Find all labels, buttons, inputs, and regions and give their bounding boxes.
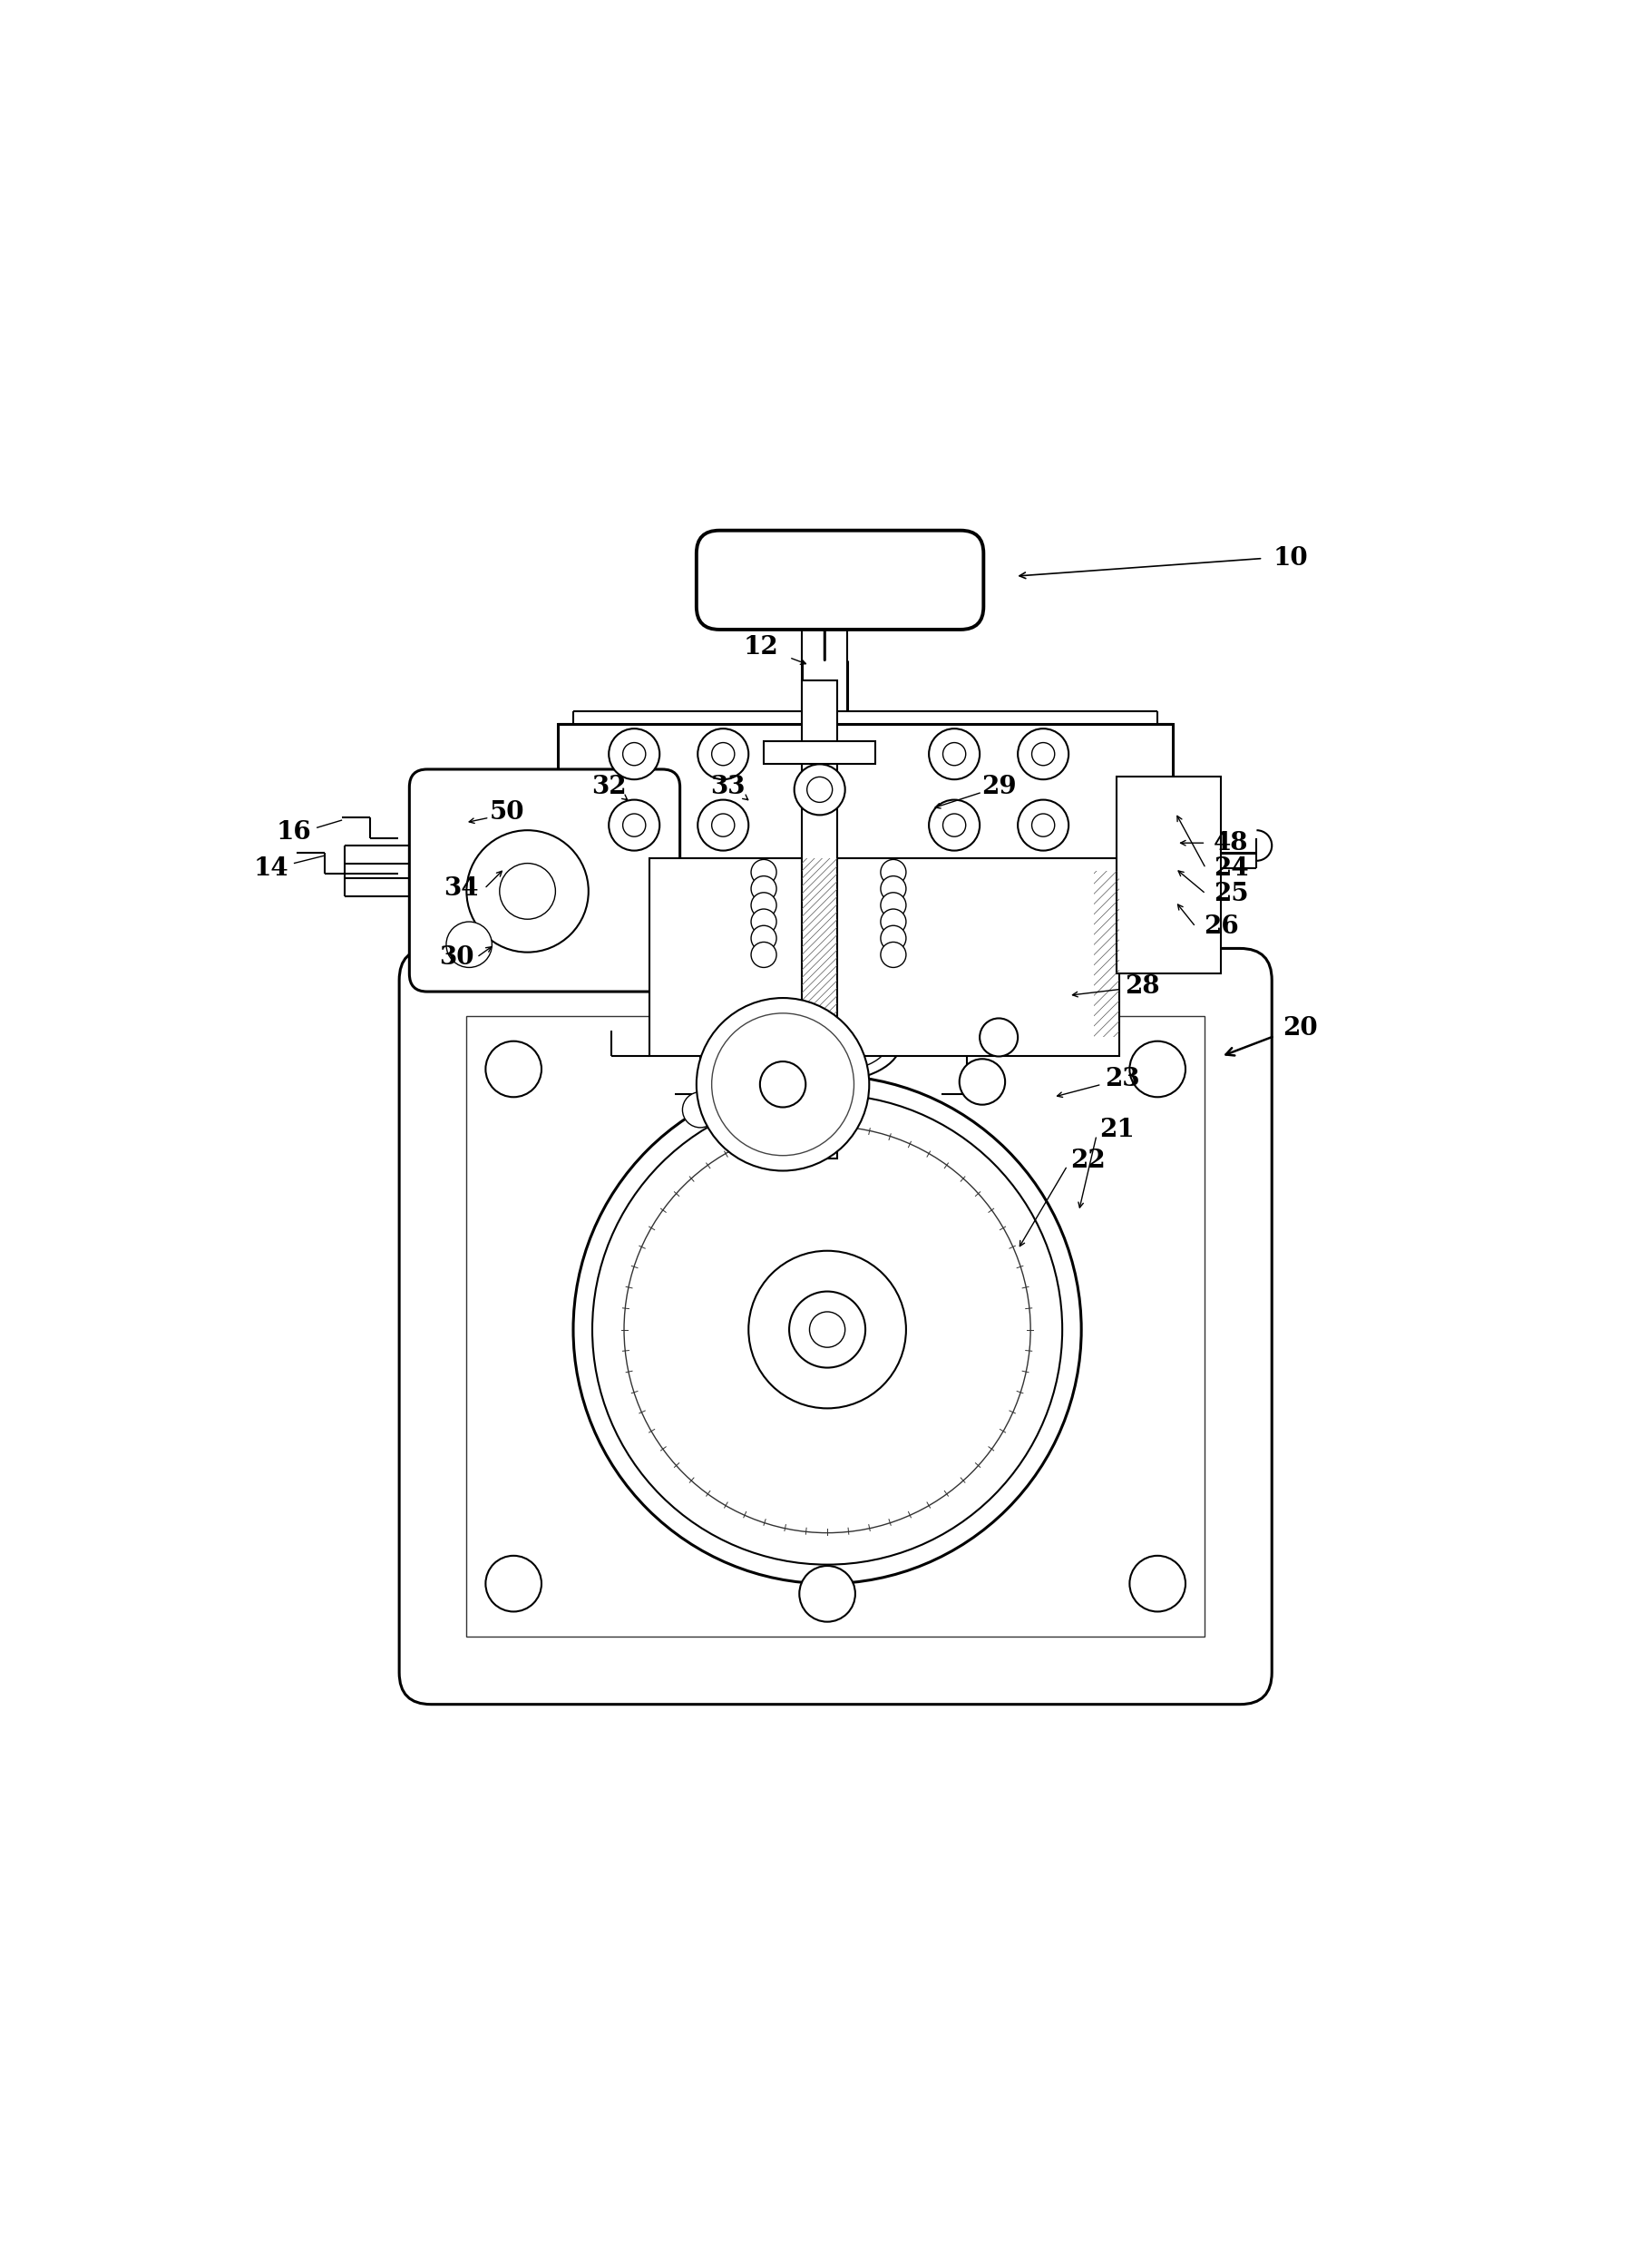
Bar xyxy=(557,723,1174,857)
Bar xyxy=(1116,778,1221,973)
Bar xyxy=(801,680,838,1159)
Circle shape xyxy=(810,1311,846,1347)
Circle shape xyxy=(800,1565,856,1622)
Circle shape xyxy=(1033,742,1054,767)
Circle shape xyxy=(1129,1041,1185,1098)
Circle shape xyxy=(751,860,777,885)
Circle shape xyxy=(698,728,749,780)
FancyBboxPatch shape xyxy=(697,531,983,631)
Circle shape xyxy=(880,875,906,900)
Text: 50: 50 xyxy=(490,801,524,826)
Text: 16: 16 xyxy=(277,821,311,846)
Text: 20: 20 xyxy=(1282,1016,1318,1041)
Circle shape xyxy=(795,764,846,814)
Circle shape xyxy=(942,814,965,837)
Text: 23: 23 xyxy=(1105,1066,1139,1091)
Circle shape xyxy=(980,1018,1018,1057)
Text: 24: 24 xyxy=(1214,855,1249,880)
Text: 14: 14 xyxy=(254,855,288,880)
Circle shape xyxy=(806,778,833,803)
Circle shape xyxy=(1018,801,1069,850)
Circle shape xyxy=(749,1250,906,1408)
Circle shape xyxy=(608,801,659,850)
Circle shape xyxy=(682,1091,718,1127)
Text: 25: 25 xyxy=(1214,882,1249,905)
Circle shape xyxy=(880,925,906,950)
Text: 10: 10 xyxy=(1274,547,1308,572)
Circle shape xyxy=(929,728,980,780)
Text: 33: 33 xyxy=(711,776,746,798)
Circle shape xyxy=(500,864,556,919)
Circle shape xyxy=(697,998,869,1170)
Circle shape xyxy=(623,814,646,837)
Circle shape xyxy=(929,801,980,850)
Text: 22: 22 xyxy=(1070,1148,1105,1173)
Circle shape xyxy=(942,742,965,767)
Circle shape xyxy=(790,1290,865,1368)
Circle shape xyxy=(880,860,906,885)
Circle shape xyxy=(751,894,777,919)
Circle shape xyxy=(574,1075,1082,1583)
Circle shape xyxy=(751,925,777,950)
Circle shape xyxy=(485,1556,541,1613)
Circle shape xyxy=(880,894,906,919)
Circle shape xyxy=(880,909,906,934)
Bar xyxy=(649,857,1119,1057)
Text: 30: 30 xyxy=(439,946,474,968)
Bar xyxy=(467,1016,1205,1637)
Circle shape xyxy=(959,1059,1005,1105)
Circle shape xyxy=(760,1061,806,1107)
FancyBboxPatch shape xyxy=(410,769,680,991)
Text: 34: 34 xyxy=(444,875,479,900)
Circle shape xyxy=(623,742,646,767)
Circle shape xyxy=(467,830,588,953)
Circle shape xyxy=(711,742,734,767)
Text: 28: 28 xyxy=(1124,975,1160,998)
FancyBboxPatch shape xyxy=(400,948,1272,1703)
Circle shape xyxy=(751,941,777,968)
Circle shape xyxy=(1018,728,1069,780)
Circle shape xyxy=(446,921,492,968)
Circle shape xyxy=(1033,814,1054,837)
Text: 12: 12 xyxy=(744,635,779,660)
Circle shape xyxy=(608,728,659,780)
Circle shape xyxy=(485,1041,541,1098)
Circle shape xyxy=(698,801,749,850)
Text: 29: 29 xyxy=(982,776,1016,798)
Text: 26: 26 xyxy=(1203,914,1239,939)
Circle shape xyxy=(880,941,906,968)
Text: 48: 48 xyxy=(1214,830,1249,855)
Circle shape xyxy=(751,875,777,900)
Circle shape xyxy=(711,814,734,837)
Text: 21: 21 xyxy=(1100,1118,1134,1143)
Circle shape xyxy=(1129,1556,1185,1613)
Bar xyxy=(764,742,875,764)
Text: 32: 32 xyxy=(592,776,626,798)
Circle shape xyxy=(751,909,777,934)
